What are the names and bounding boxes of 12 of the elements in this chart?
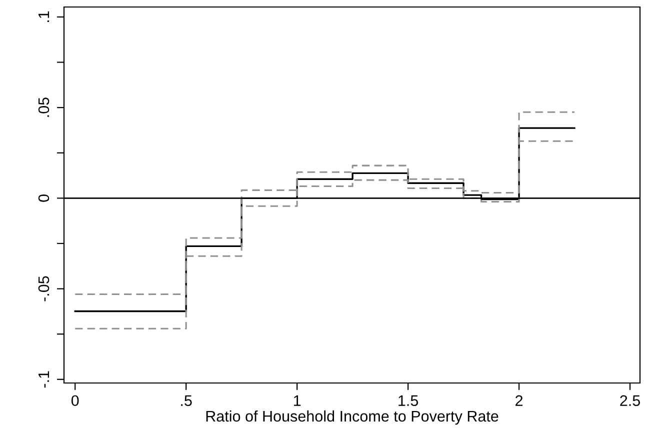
x-tick-label: .5 [181, 395, 192, 406]
y-tick-label: .05 [38, 98, 50, 117]
y-tick-label: .1 [38, 11, 50, 22]
x-axis-title: Ratio of Household Income to Poverty Rate [206, 410, 498, 425]
y-tick-label: -.05 [38, 276, 50, 302]
y-tick-label: 0 [38, 194, 50, 202]
x-tick-label: 0 [71, 395, 79, 406]
x-tick-label: 2.5 [620, 395, 640, 406]
y-tick-label: -.1 [38, 371, 50, 388]
x-tick-label: 2 [516, 395, 523, 406]
x-tick-label: 1.5 [398, 395, 418, 406]
x-tick-label: 1 [294, 395, 301, 406]
